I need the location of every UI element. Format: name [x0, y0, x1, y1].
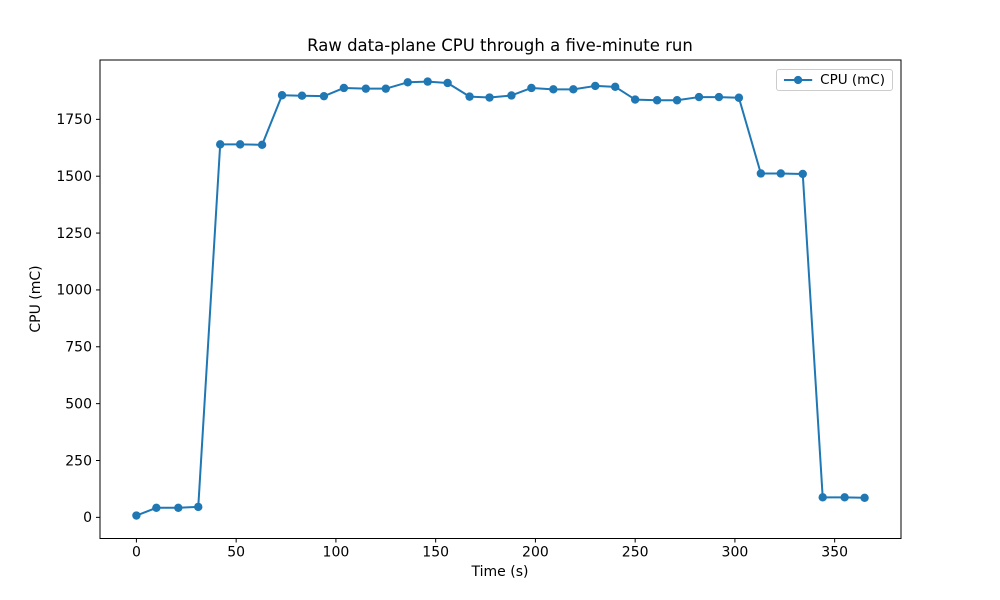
- data-point-marker: [257, 140, 267, 150]
- legend-label: CPU (mC): [820, 72, 885, 88]
- data-point-marker: [174, 503, 183, 512]
- y-tick-label: 250: [65, 453, 92, 469]
- data-point-marker: [507, 91, 516, 100]
- data-point-marker: [714, 92, 724, 102]
- x-tick-label: 150: [422, 545, 449, 561]
- data-point-marker: [339, 83, 349, 93]
- data-point-marker: [694, 92, 704, 102]
- data-point-marker: [132, 511, 141, 520]
- data-point-marker: [840, 493, 849, 502]
- data-point-marker: [235, 140, 245, 149]
- x-tick-label: 100: [323, 545, 350, 561]
- y-axis-label: CPU (mC): [28, 265, 44, 333]
- data-point-marker: [611, 82, 620, 92]
- data-point-marker: [152, 503, 161, 512]
- axes-spines: [99, 59, 902, 539]
- y-tick-label: 1750: [56, 112, 92, 128]
- x-axis-label: Time (s): [471, 564, 529, 580]
- y-tick-label: 1000: [56, 283, 92, 299]
- data-point-marker: [403, 78, 412, 87]
- y-tick-label: 1500: [56, 169, 92, 185]
- data-point-marker: [297, 91, 307, 100]
- data-point-marker: [465, 92, 474, 101]
- data-point-marker: [485, 93, 494, 102]
- data-point-marker: [734, 93, 744, 102]
- data-point-marker: [361, 84, 371, 93]
- x-tick-label: 200: [522, 545, 549, 561]
- x-tick-label: 300: [722, 545, 749, 561]
- legend-marker-icon: [793, 75, 803, 85]
- data-point-marker: [798, 169, 807, 179]
- y-tick-label: 750: [65, 340, 92, 356]
- legend-line-sample: [783, 75, 813, 85]
- y-tick-label: 1250: [56, 226, 92, 242]
- data-point-marker: [591, 81, 600, 91]
- data-point-marker: [756, 169, 766, 178]
- data-point-marker: [216, 140, 225, 149]
- data-point-marker: [423, 77, 432, 86]
- data-point-marker: [672, 96, 682, 105]
- chart-title: Raw data-plane CPU through a five-minute…: [307, 36, 693, 55]
- data-point-marker: [319, 91, 329, 101]
- legend: CPU (mC): [776, 69, 893, 91]
- y-tick-label: 0: [83, 510, 92, 526]
- data-point-marker: [776, 169, 785, 178]
- data-point-marker: [652, 96, 662, 105]
- series-line: [136, 80, 865, 517]
- data-point-marker: [443, 78, 452, 88]
- x-tick-label: 0: [132, 545, 141, 561]
- data-point-marker: [194, 502, 203, 512]
- data-point-marker: [630, 95, 640, 104]
- data-point-marker: [527, 83, 536, 93]
- x-tick-label: 350: [821, 545, 848, 561]
- data-point-marker: [860, 493, 869, 502]
- x-tick-label: 50: [227, 545, 245, 561]
- data-point-marker: [277, 91, 287, 100]
- data-point-marker: [381, 84, 390, 93]
- data-point-marker: [549, 85, 558, 94]
- x-tick-label: 250: [622, 545, 649, 561]
- y-tick-label: 500: [65, 396, 92, 412]
- data-point-marker: [818, 493, 827, 502]
- data-point-marker: [569, 85, 578, 94]
